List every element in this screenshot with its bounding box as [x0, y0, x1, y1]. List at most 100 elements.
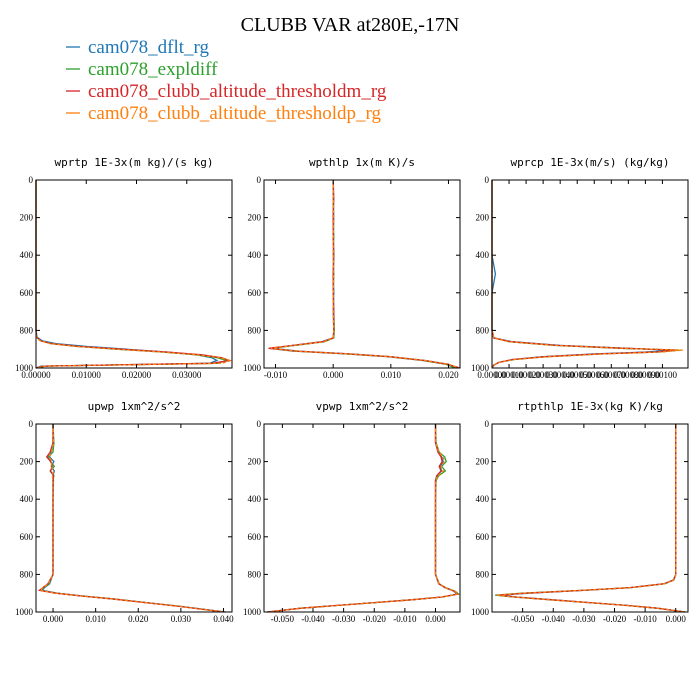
- y-tick-label: 800: [476, 569, 490, 579]
- x-tick-label: 0.00050: [563, 370, 593, 380]
- y-tick-label: 600: [20, 288, 34, 298]
- y-tick-label: 400: [476, 250, 490, 260]
- legend-label-dflt: cam078_dflt_rg: [88, 37, 210, 58]
- y-tick-label: 200: [248, 457, 262, 467]
- x-tick-label: 0.020: [128, 614, 149, 624]
- x-tick-label: 0.00010: [494, 370, 524, 380]
- x-tick-label: 0.00070: [597, 370, 627, 380]
- x-tick-label: -0.030: [332, 614, 356, 624]
- y-tick-label: 800: [476, 325, 490, 335]
- x-tick-label: 0.00030: [529, 370, 559, 380]
- series-line-expldiff: [38, 423, 225, 613]
- series-line-thresholdm: [268, 179, 461, 369]
- series-line-expldiff: [495, 424, 685, 613]
- x-tick-label: 0.00040: [546, 370, 576, 380]
- series-line-thresholdp: [38, 423, 225, 613]
- y-tick-label: 800: [248, 325, 262, 335]
- x-tick-label: 0.00020: [511, 370, 541, 380]
- legend-item-thresholdp: cam078_clubb_altitude_thresholdp_rg: [66, 103, 382, 124]
- series-line-expldiff: [267, 423, 460, 613]
- series-line-dflt: [501, 424, 685, 613]
- legend-label-thresholdp: cam078_clubb_altitude_thresholdp_rg: [88, 103, 382, 124]
- x-tick-label: 0.00100: [648, 370, 678, 380]
- x-tick-label: 0.03000: [172, 370, 202, 380]
- legend-item-thresholdm: cam078_clubb_altitude_thresholdm_rg: [66, 81, 387, 102]
- x-tick-label: -0.010: [264, 370, 288, 380]
- y-tick-label: 800: [20, 569, 34, 579]
- x-tick-label: 0.030: [171, 614, 192, 624]
- y-tick-label: 200: [476, 213, 490, 223]
- panel-1: wprtp 1E-3x(m kg)/(s kg) 0 200 400 600 800 100…: [15, 156, 234, 380]
- series-line-thresholdm: [37, 424, 224, 613]
- x-tick-label: -0.050: [511, 614, 535, 624]
- y-tick-label: 400: [20, 494, 34, 504]
- y-tick-label: 1000: [471, 363, 490, 373]
- y-tick-label: 0: [257, 175, 262, 185]
- x-tick-label: 0.00090: [631, 370, 661, 380]
- panel-3: wprcp 1E-3x(m/s) (kg/kg) 0 200 400 600 800 100…: [471, 156, 689, 380]
- series-line-expldiff: [35, 180, 230, 369]
- y-tick-label: 200: [476, 457, 490, 467]
- series-line-thresholdp: [267, 423, 460, 613]
- series-line-thresholdm: [267, 424, 460, 613]
- y-tick-label: 800: [248, 569, 262, 579]
- x-tick-label: 0.00000: [21, 370, 51, 380]
- panel-6: rtpthlp 1E-3x(kg K)/kg 0 200 400 600 800 1000 -…: [471, 400, 689, 624]
- series-line-thresholdm: [35, 180, 233, 369]
- x-tick-label: -0.050: [271, 614, 295, 624]
- legend-item-expldiff: cam078_expldiff: [66, 59, 218, 80]
- x-tick-label: 0.00080: [614, 370, 644, 380]
- series-line-thresholdp: [35, 180, 234, 369]
- series-line-dflt: [491, 180, 672, 369]
- x-tick-label: -0.020: [363, 614, 387, 624]
- y-tick-label: 400: [20, 250, 34, 260]
- panel-title: rtpthlp 1E-3x(kg K)/kg: [517, 400, 663, 413]
- panel-frame: [491, 179, 689, 369]
- series-line-thresholdp: [270, 180, 460, 369]
- series-line-dflt: [41, 424, 226, 613]
- panel-4: upwp 1xm^2/s^2 0 200 400 600 800 1000 0.000 0.01…: [15, 400, 234, 624]
- y-tick-label: 600: [476, 288, 490, 298]
- x-tick-label: 0.01000: [72, 370, 102, 380]
- y-tick-label: 0: [485, 175, 490, 185]
- y-tick-label: 0: [29, 419, 34, 429]
- y-tick-label: 400: [248, 250, 262, 260]
- y-tick-label: 200: [20, 457, 34, 467]
- x-tick-label: -0.010: [393, 614, 417, 624]
- y-tick-label: 600: [20, 532, 34, 542]
- x-tick-label: -0.040: [301, 614, 325, 624]
- y-tick-label: 200: [20, 213, 34, 223]
- panels: wprtp 1E-3x(m kg)/(s kg) 0 200 400 600 800 100…: [15, 156, 689, 624]
- y-tick-label: 400: [248, 494, 262, 504]
- panel-2: wpthlp 1x(m K)/s 0 200 400 600 800 1000-0.010 0…: [243, 156, 461, 380]
- x-tick-label: 0.00060: [580, 370, 610, 380]
- y-tick-label: 600: [248, 288, 262, 298]
- y-tick-label: 1000: [15, 607, 34, 617]
- y-tick-label: 0: [485, 419, 490, 429]
- legend-item-dflt: cam078_dflt_rg: [66, 37, 210, 58]
- y-tick-label: 400: [476, 494, 490, 504]
- series-line-expldiff: [269, 180, 456, 369]
- x-tick-label: 0.000: [323, 370, 344, 380]
- y-tick-label: 0: [29, 175, 34, 185]
- y-tick-label: 1000: [243, 607, 262, 617]
- series-line-dflt: [267, 424, 459, 613]
- series-line-dflt: [35, 180, 219, 369]
- y-tick-label: 200: [248, 213, 262, 223]
- y-tick-label: 1000: [243, 363, 262, 373]
- x-tick-label: 0.000: [666, 614, 687, 624]
- panel-5: vpwp 1xm^2/s^2 0 200 400 600 800 1000 -0.050 -0.…: [243, 400, 461, 624]
- panel-title: vpwp 1xm^2/s^2: [316, 400, 409, 413]
- series-line-thresholdp: [496, 424, 685, 613]
- series-line-thresholdp: [491, 180, 683, 369]
- legend-label-expldiff: cam078_expldiff: [88, 59, 218, 80]
- x-tick-label: -0.030: [572, 614, 596, 624]
- series-line-thresholdm: [498, 424, 685, 613]
- y-tick-label: 1000: [15, 363, 34, 373]
- legend: cam078_dflt_rg cam078_expldiff cam078_cl…: [66, 37, 387, 124]
- panel-frame: [263, 179, 461, 369]
- panel-frame: [491, 423, 689, 613]
- panel-title: wpthlp 1x(m K)/s: [309, 156, 415, 169]
- x-tick-label: 0.010: [381, 370, 402, 380]
